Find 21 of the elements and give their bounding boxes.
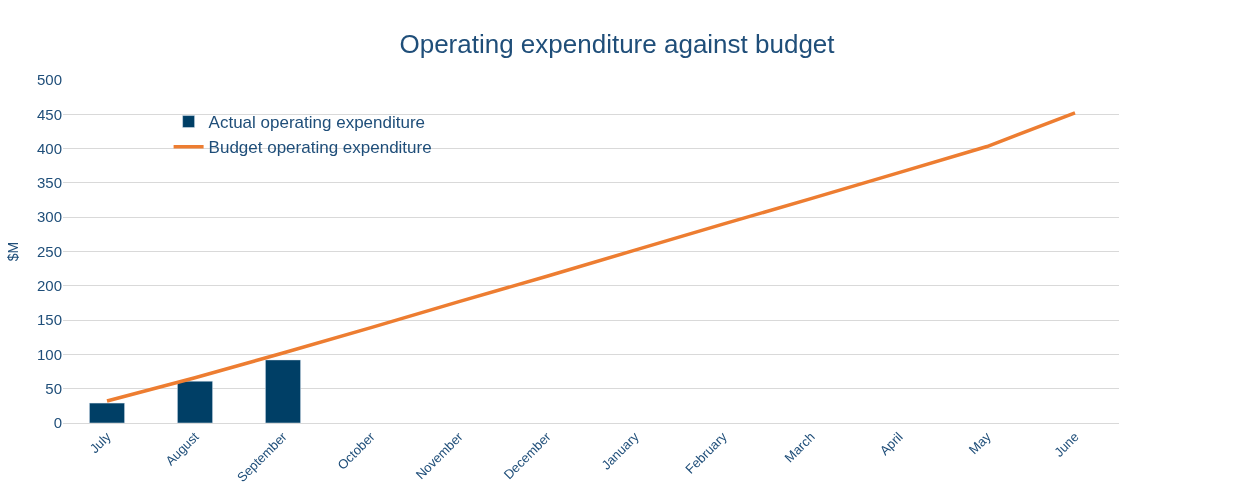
- bar: [177, 380, 213, 423]
- y-tick-label: 350: [36, 174, 62, 192]
- line-series: [105, 111, 1077, 403]
- y-tick-label: 500: [36, 71, 62, 89]
- y-tick-label: 50: [45, 379, 62, 397]
- y-tick-label: 250: [36, 242, 62, 260]
- y-tick-label: 100: [36, 345, 62, 363]
- x-tick-label: May: [965, 428, 995, 458]
- legend-label: Budget operating expenditure: [208, 138, 432, 158]
- x-tick-label: July: [86, 428, 115, 457]
- chart-title: Operating expenditure against budget: [399, 28, 836, 59]
- legend-label: Actual operating expenditure: [208, 113, 426, 133]
- y-tick-label: 0: [53, 414, 62, 432]
- y-tick-label: 300: [36, 208, 62, 226]
- y-tick-label: 200: [36, 277, 62, 295]
- y-tick-label: 150: [36, 311, 62, 329]
- y-tick-label: 450: [36, 105, 62, 123]
- y-axis-title: $M: [4, 241, 21, 262]
- bar: [265, 359, 301, 423]
- y-tick-label: 400: [36, 139, 62, 157]
- bar: [89, 402, 125, 423]
